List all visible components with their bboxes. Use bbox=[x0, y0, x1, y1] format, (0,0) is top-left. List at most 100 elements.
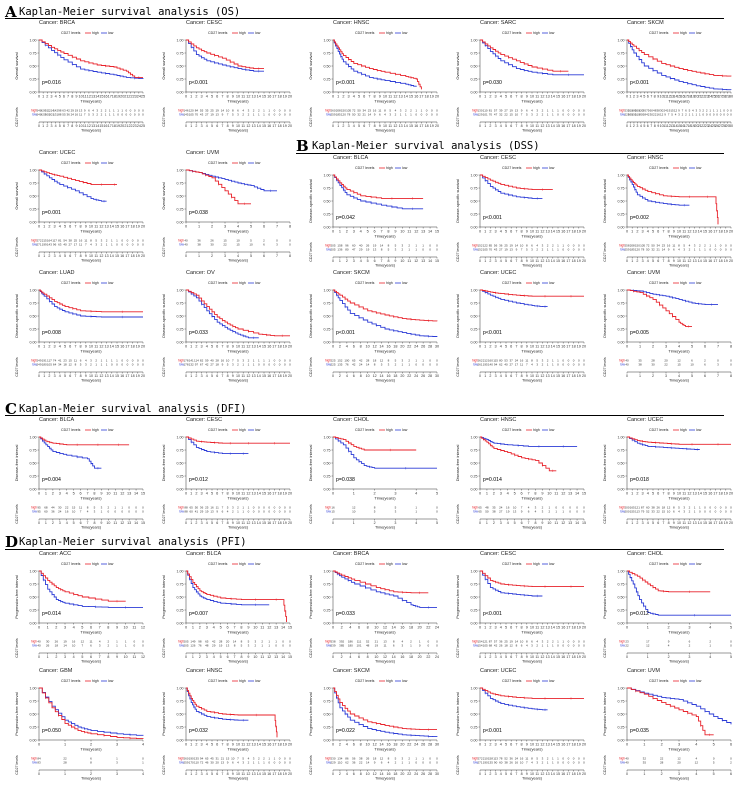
legend-low-label: low bbox=[402, 679, 408, 683]
y-tick-label: 0.75 bbox=[30, 448, 37, 452]
risk-high-count: 86 bbox=[345, 757, 349, 761]
y-axis-label: Disease-specific survival bbox=[14, 294, 19, 338]
risk-low-count: 0 bbox=[573, 113, 575, 117]
risk-high-count: 36 bbox=[197, 239, 201, 243]
x-tick-label: 11 bbox=[554, 492, 558, 496]
risk-low-count: 1 bbox=[242, 510, 244, 514]
x-tick-label: 20 bbox=[729, 230, 733, 234]
risk-x-tick-label: 13 bbox=[546, 655, 550, 659]
risk-low-count: 2 bbox=[689, 510, 691, 514]
risk-low-count: 2 bbox=[395, 113, 397, 117]
risk-high-count: 10 bbox=[226, 359, 230, 363]
risk-high-count: 230 bbox=[624, 109, 629, 113]
risk-low-count: 3 bbox=[389, 113, 391, 117]
risk-low-count: 0 bbox=[268, 113, 270, 117]
risk-high-count: 0 bbox=[573, 244, 575, 248]
risk-x-tick-label: 20 bbox=[582, 374, 586, 378]
risk-low-count: 0 bbox=[573, 761, 575, 765]
risk-low-count: 2 bbox=[730, 761, 732, 765]
risk-high-count: 249 bbox=[36, 359, 41, 363]
risk-low-count: 11 bbox=[520, 363, 523, 367]
risk-high-count: 1 bbox=[111, 239, 113, 243]
x-tick-label: 14 bbox=[428, 230, 432, 234]
risk-high-count: 5 bbox=[95, 239, 97, 243]
x-tick-label: 2 bbox=[55, 626, 57, 630]
risk-x-tick-label: 0 bbox=[38, 254, 40, 258]
risk-high-count: 0 bbox=[568, 359, 570, 363]
risk-low-count: 1 bbox=[258, 761, 260, 765]
x-tick-label: 2 bbox=[195, 95, 197, 99]
x-tick-label: 2 bbox=[199, 626, 201, 630]
risk-x-tick-label: 3 bbox=[224, 254, 226, 258]
risk-low-count: 0 bbox=[730, 363, 732, 367]
y-tick-label: 0.50 bbox=[30, 64, 37, 68]
risk-low-count: 0 bbox=[121, 363, 123, 367]
x-tick-label: 21 bbox=[124, 95, 128, 99]
legend: CD27 levels high low bbox=[649, 281, 702, 285]
y-tick-label: 0.75 bbox=[471, 582, 478, 586]
risk-high-count: 0 bbox=[429, 359, 431, 363]
risk-high-count: 19 bbox=[373, 244, 377, 248]
risk-row-low-label: low bbox=[473, 644, 478, 648]
risk-high-count: 3 bbox=[542, 359, 544, 363]
risk-x-tick-label: 2 bbox=[489, 259, 491, 263]
risk-low-count: 3 bbox=[542, 510, 544, 514]
risk-x-axis-label: Time(years) bbox=[375, 526, 396, 530]
risk-x-tick-label: 3 bbox=[495, 374, 497, 378]
risk-x-tick-label: 4 bbox=[213, 655, 215, 659]
x-tick-label: 8 bbox=[227, 492, 229, 496]
risk-high-count: 1 bbox=[709, 109, 711, 113]
risk-low-count: 201 bbox=[49, 113, 54, 117]
risk-low-count: 9 bbox=[521, 510, 523, 514]
risk-low-count: 40 bbox=[184, 243, 188, 247]
risk-low-count: 22 bbox=[664, 363, 668, 367]
risk-low-count: 12 bbox=[695, 761, 699, 765]
risk-x-tick-label: 13 bbox=[546, 772, 550, 776]
risk-low-count: 0 bbox=[725, 510, 727, 514]
risk-low-count: 3 bbox=[717, 363, 719, 367]
x-tick-label: 6 bbox=[704, 345, 706, 349]
risk-x-tick-label: 17 bbox=[272, 521, 276, 525]
risk-low-count: 15 bbox=[662, 510, 666, 514]
risk-x-axis-label: Time(years) bbox=[522, 264, 543, 268]
risk-low-count: 3 bbox=[276, 243, 278, 247]
risk-low-count: 48 bbox=[205, 644, 209, 648]
risk-high-count: 258 bbox=[624, 244, 629, 248]
y-axis-label: Overall survival bbox=[161, 52, 166, 79]
risk-low-count: 21 bbox=[363, 113, 367, 117]
risk-x-tick-label: 6 bbox=[80, 521, 82, 525]
risk-x-tick-label: 0 bbox=[332, 374, 334, 378]
y-tick-label: 0.50 bbox=[324, 199, 331, 203]
risk-low-count: 50 bbox=[352, 113, 356, 117]
risk-x-tick-label: 1 bbox=[629, 124, 631, 128]
risk-low-count: 60 bbox=[44, 510, 48, 514]
risk-low-count: 3 bbox=[95, 243, 97, 247]
x-tick-label: 10 bbox=[530, 345, 534, 349]
y-tick-label: 1.00 bbox=[177, 168, 184, 172]
risk-high-count: 6 bbox=[531, 244, 533, 248]
risk-high-count: 1 bbox=[258, 359, 260, 363]
y-tick-label: 0.50 bbox=[618, 595, 625, 599]
x-tick-label: 16 bbox=[103, 95, 107, 99]
y-tick-label: 0.25 bbox=[618, 212, 625, 216]
x-tick-label: 15 bbox=[262, 492, 266, 496]
risk-low-count: 2 bbox=[542, 363, 544, 367]
x-tick-label: 0 bbox=[38, 225, 40, 229]
x-tick-label: 14 bbox=[257, 345, 261, 349]
x-tick-label: 18 bbox=[277, 492, 281, 496]
x-tick-label: 0 bbox=[626, 95, 628, 99]
x-tick-label: 0 bbox=[479, 345, 481, 349]
risk-x-tick-label: 0 bbox=[479, 259, 481, 263]
x-tick-label: 0 bbox=[479, 626, 481, 630]
x-tick-label: 1 bbox=[484, 626, 486, 630]
risk-x-tick-label: 8 bbox=[374, 124, 376, 128]
risk-low-count: 1 bbox=[125, 644, 127, 648]
legend-high-label: high bbox=[680, 281, 687, 285]
risk-low-count: 2 bbox=[682, 113, 684, 117]
risk-x-tick-label: 20 bbox=[582, 124, 586, 128]
risk-low-count: 27 bbox=[510, 363, 514, 367]
